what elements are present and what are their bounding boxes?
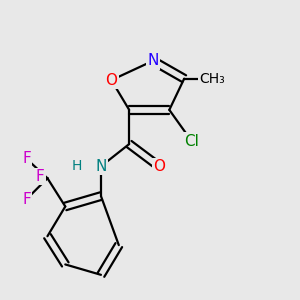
Text: CH₃: CH₃ [200,72,225,86]
Text: H: H [72,159,83,173]
Text: N: N [147,53,159,68]
Text: N: N [95,159,106,174]
Text: Cl: Cl [184,134,199,148]
Text: F: F [22,191,31,206]
Text: O: O [105,73,117,88]
Text: F: F [22,152,31,166]
Text: F: F [36,169,44,184]
Text: O: O [153,159,165,174]
